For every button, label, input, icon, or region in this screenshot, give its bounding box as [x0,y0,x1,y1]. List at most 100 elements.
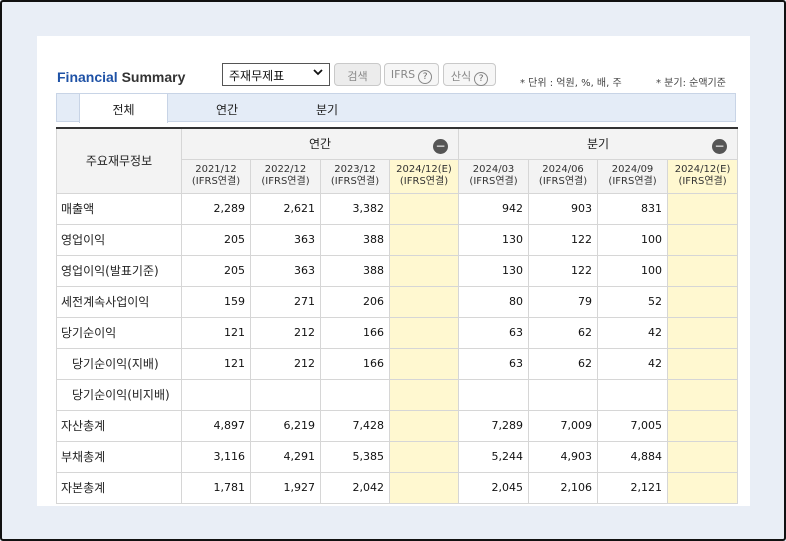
table-cell [667,285,739,318]
table-cell: 2,621 [250,192,321,225]
table-cell [388,378,460,411]
collapse-icon[interactable]: − [712,139,728,154]
select-value: 주재무제표 [229,69,285,83]
table-cell: 831 [597,192,669,225]
table-cell: 5,385 [320,440,390,473]
table-cell: 3,382 [320,192,390,225]
table-cell: 903 [528,192,599,225]
row-label: 자산총계 [56,409,182,442]
table-cell: 205 [181,254,251,287]
table-cell: 166 [320,316,390,349]
table-cell [667,223,739,256]
financial-summary-panel: Financial Summary 주재무제표 검색 IFRS? 산식? * 단… [37,36,750,506]
quarter-group-header: 분기 − [458,127,739,160]
table-cell [667,471,739,504]
period-basis: (IFRS연결) [399,176,449,187]
period-basis: (IFRS연결) [261,176,310,187]
tab-annual[interactable]: 연간 [215,103,239,117]
table-cell: 212 [250,316,321,349]
table-cell: 63 [458,347,530,380]
table-cell [667,440,739,473]
period-header: 2023/12 (IFRS연결) [320,158,390,194]
calc-label: 산식 [450,70,472,83]
table-cell [320,378,390,411]
table-cell: 942 [458,192,530,225]
formula-help-button[interactable]: 산식? [443,63,496,86]
table-cell [528,378,599,411]
financial-table: 주요재무정보 연간 − 분기 − 2021/12 (IFRS연결) 2022/12(… [56,127,739,504]
period-date: 2024/06 [542,164,584,175]
period-basis: (IFRS연결) [608,176,657,187]
table-cell: 122 [528,254,599,287]
table-cell: 7,005 [597,409,669,442]
tab-all[interactable]: 전체 [79,94,168,123]
table-row: 부채총계 3,116 4,291 5,385 5,244 4,903 4,884 [56,440,739,473]
table-cell: 100 [597,223,669,256]
quarter-group-label: 분기 [587,137,610,152]
help-icon: ? [474,72,489,86]
table-row: 당기순이익(지배) 121 212 166 63 62 42 [56,347,739,380]
ifrs-help-button[interactable]: IFRS? [384,63,439,86]
table-cell [667,316,739,349]
statement-type-select[interactable]: 주재무제표 [222,63,330,86]
table-cell [388,471,460,504]
table-cell: 5,244 [458,440,530,473]
table-cell: 63 [458,316,530,349]
table-cell: 4,291 [250,440,321,473]
table-cell [181,378,251,411]
table-cell: 100 [597,254,669,287]
row-label: 부채총계 [56,440,182,473]
table-cell: 62 [528,316,599,349]
row-label: 당기순이익(지배) [56,347,182,380]
search-button[interactable]: 검색 [334,63,381,86]
table-cell: 7,428 [320,409,390,442]
period-header: 2024/12(E) (IFRS연결) [667,158,739,194]
table-cell: 130 [458,254,530,287]
table-cell: 52 [597,285,669,318]
table-cell [250,378,321,411]
table-cell: 2,289 [181,192,251,225]
table-cell: 205 [181,223,251,256]
row-label: 자본총계 [56,471,182,504]
table-cell: 4,897 [181,409,251,442]
table-cell [458,378,530,411]
table-cell [667,409,739,442]
period-date: 2022/12 [264,164,307,175]
table-cell [388,223,460,256]
table-cell: 42 [597,316,669,349]
table-cell: 130 [458,223,530,256]
corner-header: 주요재무정보 [56,127,182,194]
tab-quarter[interactable]: 분기 [315,103,339,117]
table-cell [667,192,739,225]
collapse-icon[interactable]: − [433,139,449,154]
period-tabs: 전체 연간 분기 [56,93,736,123]
table-row: 당기순이익(비지배) [56,378,739,411]
row-label: 당기순이익(비지배) [56,378,182,411]
table-cell [388,347,460,380]
table-cell: 42 [597,347,669,380]
table-cell: 1,927 [250,471,321,504]
table-cell: 271 [250,285,321,318]
period-basis: (IFRS연결) [191,176,241,187]
table-cell: 388 [320,223,390,256]
period-date: 2024/09 [611,164,654,175]
annual-group-label: 연간 [308,137,332,152]
table-cell: 2,121 [597,471,669,504]
title-summary: Summary [121,69,186,85]
table-cell: 2,042 [320,471,390,504]
table-cell: 62 [528,347,599,380]
period-header: 2021/12 (IFRS연결) [181,158,251,194]
table-row: 영업이익 205 363 388 130 122 100 [56,223,739,256]
title-financial: Financial [57,69,118,85]
table-cell: 4,884 [597,440,669,473]
period-basis: (IFRS연결) [678,176,727,187]
row-label: 세전계속사업이익 [56,285,182,318]
table-cell [388,316,460,349]
annual-group-header: 연간 − [180,127,460,160]
chevron-down-icon [312,66,324,81]
table-row: 세전계속사업이익 159 271 206 80 79 52 [56,285,739,318]
ifrs-label: IFRS [390,68,416,81]
row-label: 영업이익 [56,223,182,256]
period-basis: (IFRS연결) [330,176,380,187]
table-cell: 4,903 [528,440,599,473]
